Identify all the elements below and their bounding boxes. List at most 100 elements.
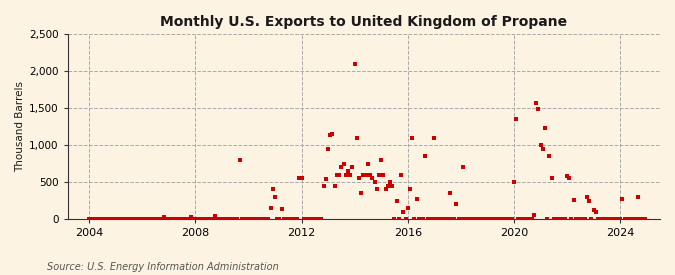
Point	[524, 217, 535, 221]
Point	[506, 217, 517, 221]
Point	[440, 217, 451, 221]
Point	[137, 217, 148, 221]
Point	[103, 217, 114, 221]
Point	[285, 217, 296, 221]
Point	[243, 217, 254, 221]
Point	[290, 217, 300, 221]
Point	[373, 172, 384, 177]
Point	[150, 217, 161, 221]
Point	[148, 217, 159, 221]
Point	[165, 217, 176, 221]
Point	[591, 210, 601, 214]
Point	[294, 175, 304, 180]
Point	[615, 217, 626, 221]
Point	[553, 217, 564, 221]
Point	[241, 217, 252, 221]
Point	[283, 217, 294, 221]
Point	[124, 217, 134, 221]
Point	[288, 217, 298, 221]
Point	[298, 217, 309, 221]
Point	[358, 172, 369, 177]
Point	[221, 217, 232, 221]
Point	[619, 217, 630, 221]
Point	[599, 217, 610, 221]
Point	[551, 217, 562, 221]
Point	[88, 217, 99, 221]
Point	[292, 217, 302, 221]
Point	[296, 175, 307, 180]
Point	[407, 136, 418, 140]
Point	[586, 217, 597, 221]
Point	[612, 217, 623, 221]
Point	[227, 217, 238, 221]
Point	[456, 217, 466, 221]
Point	[183, 217, 194, 221]
Point	[108, 217, 119, 221]
Point	[558, 217, 568, 221]
Point	[356, 191, 367, 195]
Point	[462, 217, 473, 221]
Point	[515, 217, 526, 221]
Point	[203, 217, 214, 221]
Point	[367, 176, 378, 181]
Point	[588, 208, 599, 212]
Point	[413, 217, 424, 221]
Point	[141, 217, 152, 221]
Point	[128, 217, 139, 221]
Point	[475, 217, 486, 221]
Point	[504, 217, 515, 221]
Point	[194, 217, 205, 221]
Point	[429, 136, 439, 140]
Point	[451, 202, 462, 207]
Point	[97, 217, 108, 221]
Point	[427, 217, 437, 221]
Point	[352, 136, 362, 140]
Point	[468, 217, 479, 221]
Point	[276, 207, 287, 211]
Point	[261, 217, 271, 221]
Point	[354, 175, 364, 180]
Point	[497, 217, 508, 221]
Point	[230, 217, 240, 221]
Point	[610, 217, 621, 221]
Point	[263, 217, 273, 221]
Point	[458, 165, 468, 169]
Point	[491, 217, 502, 221]
Point	[86, 217, 97, 221]
Point	[168, 217, 179, 221]
Point	[305, 217, 316, 221]
Point	[447, 217, 458, 221]
Point	[126, 217, 136, 221]
Point	[272, 217, 283, 221]
Point	[511, 117, 522, 122]
Point	[238, 217, 249, 221]
Point	[411, 197, 422, 201]
Point	[531, 101, 541, 105]
Point	[489, 217, 500, 221]
Point	[626, 217, 637, 221]
Point	[555, 217, 566, 221]
Point	[146, 217, 157, 221]
Point	[380, 187, 391, 192]
Point	[639, 217, 650, 221]
Point	[409, 217, 420, 221]
Point	[628, 217, 639, 221]
Point	[343, 169, 354, 173]
Point	[502, 217, 513, 221]
Point	[398, 209, 408, 214]
Point	[396, 172, 406, 177]
Point	[435, 217, 446, 221]
Point	[617, 197, 628, 201]
Point	[174, 217, 185, 221]
Point	[119, 217, 130, 221]
Point	[606, 217, 617, 221]
Point	[362, 161, 373, 166]
Point	[349, 62, 360, 66]
Point	[265, 206, 276, 210]
Point	[566, 217, 577, 221]
Point	[327, 132, 338, 136]
Point	[110, 217, 121, 221]
Point	[537, 147, 548, 151]
Point	[217, 217, 227, 221]
Point	[252, 217, 263, 221]
